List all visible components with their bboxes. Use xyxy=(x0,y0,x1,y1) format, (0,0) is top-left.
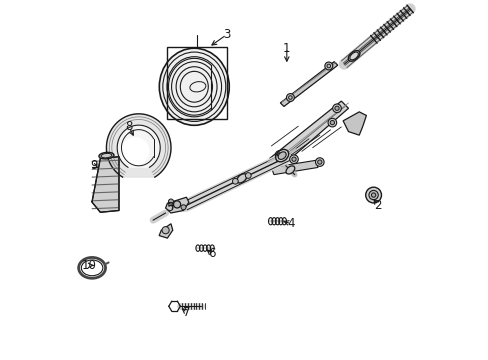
Circle shape xyxy=(162,226,169,234)
Ellipse shape xyxy=(278,152,285,159)
Circle shape xyxy=(291,157,296,161)
Circle shape xyxy=(245,173,251,179)
Circle shape xyxy=(371,193,375,197)
Circle shape xyxy=(277,153,281,157)
Text: 8: 8 xyxy=(125,121,132,134)
Polygon shape xyxy=(106,114,171,177)
Polygon shape xyxy=(269,101,348,167)
Circle shape xyxy=(181,205,185,210)
Ellipse shape xyxy=(236,174,246,183)
Circle shape xyxy=(329,121,334,125)
Ellipse shape xyxy=(285,166,294,174)
Circle shape xyxy=(286,94,294,102)
Ellipse shape xyxy=(275,149,288,162)
Text: 1: 1 xyxy=(283,41,290,54)
Polygon shape xyxy=(117,125,160,167)
Circle shape xyxy=(317,160,321,164)
Circle shape xyxy=(289,155,298,163)
Circle shape xyxy=(324,62,332,70)
Text: 7: 7 xyxy=(183,306,190,319)
Text: 2: 2 xyxy=(373,199,381,212)
Text: 5: 5 xyxy=(166,202,174,215)
Circle shape xyxy=(334,106,339,111)
Ellipse shape xyxy=(159,48,229,125)
Circle shape xyxy=(368,190,378,200)
Circle shape xyxy=(327,118,336,127)
Text: 4: 4 xyxy=(287,217,294,230)
Circle shape xyxy=(275,150,284,159)
Ellipse shape xyxy=(99,152,114,159)
Text: 6: 6 xyxy=(207,247,215,260)
Polygon shape xyxy=(271,160,317,175)
Circle shape xyxy=(332,104,341,113)
Circle shape xyxy=(121,137,149,166)
Polygon shape xyxy=(159,224,172,238)
Ellipse shape xyxy=(173,201,180,208)
Polygon shape xyxy=(280,62,337,107)
Circle shape xyxy=(315,158,324,166)
Polygon shape xyxy=(165,197,188,213)
Circle shape xyxy=(365,187,381,203)
Circle shape xyxy=(232,179,238,184)
Ellipse shape xyxy=(347,51,359,61)
Polygon shape xyxy=(343,112,366,135)
Text: 9: 9 xyxy=(90,159,98,172)
Polygon shape xyxy=(92,157,119,212)
Circle shape xyxy=(168,199,173,204)
Text: 10: 10 xyxy=(82,259,97,272)
Text: 3: 3 xyxy=(223,28,230,41)
